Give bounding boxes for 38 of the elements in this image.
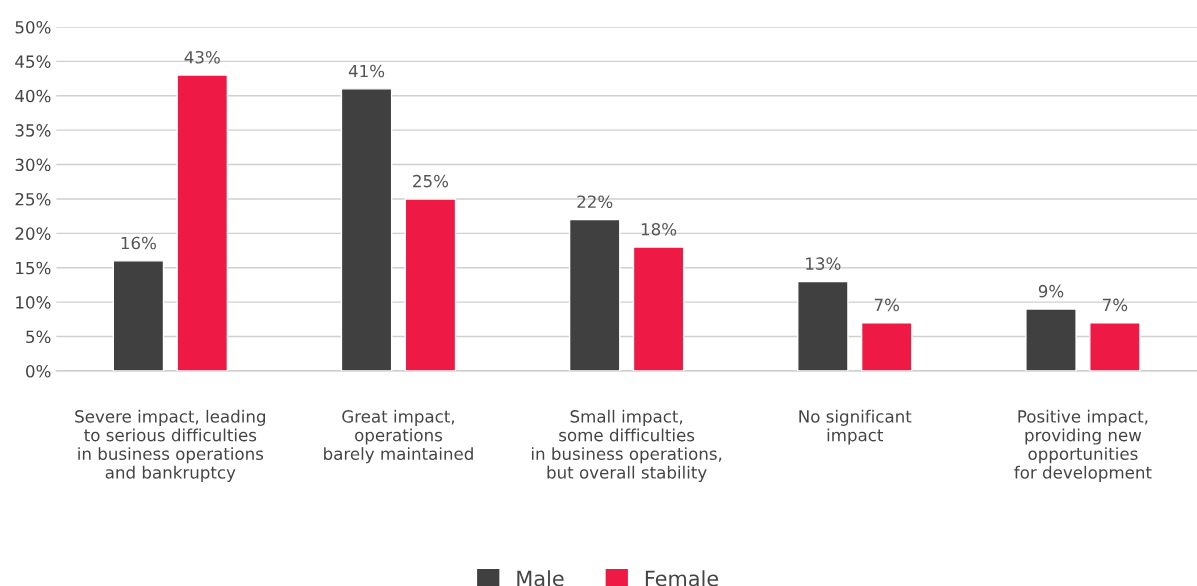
y-tick-label: 40%	[15, 89, 51, 103]
bar	[340, 88, 393, 371]
bar	[860, 322, 913, 371]
bar	[404, 198, 457, 371]
data-label: 18%	[641, 222, 677, 236]
data-label: 16%	[121, 236, 156, 250]
bar	[112, 260, 165, 371]
data-label: 7%	[1103, 298, 1128, 312]
x-tick-label: Severe impact, leading to serious difficulties in business operations and bankruptcy	[75, 409, 266, 482]
x-tick-label: Small impact, some difficulties in business operations, but overall stability	[531, 409, 722, 482]
x-tick-label: Great impact, operations barely maintained	[324, 409, 473, 464]
y-tick-label: 10%	[16, 296, 51, 309]
x-tick-label: Positive impact, providing new opportunities for development	[1014, 409, 1152, 482]
y-tick-label: 15%	[16, 261, 51, 275]
bar	[1089, 322, 1141, 371]
data-label: 9%	[1038, 284, 1064, 298]
y-tick-label: 5%	[26, 330, 51, 344]
y-tick-label: 45%	[15, 55, 51, 68]
data-label: 43%	[184, 50, 220, 64]
data-label: 41%	[348, 64, 385, 78]
data-label: 22%	[577, 195, 613, 209]
legend-label: Male	[517, 570, 564, 586]
data-label: 25%	[413, 174, 449, 188]
x-tick-label: No significant impact	[799, 409, 912, 445]
bar	[1025, 308, 1077, 371]
data-label: 7%	[874, 298, 900, 312]
bar	[632, 246, 685, 371]
bar	[797, 280, 849, 371]
y-tick-label: 0%	[26, 364, 51, 378]
y-tick-label: 35%	[15, 124, 51, 137]
bar	[176, 74, 229, 371]
legend-label: Female	[645, 570, 719, 586]
data-label: 13%	[806, 257, 841, 270]
y-tick-label: 20%	[15, 227, 51, 240]
bar	[568, 218, 621, 371]
y-tick-label: 25%	[15, 192, 51, 206]
y-tick-label: 50%	[15, 20, 51, 34]
y-tick-label: 30%	[15, 158, 51, 172]
